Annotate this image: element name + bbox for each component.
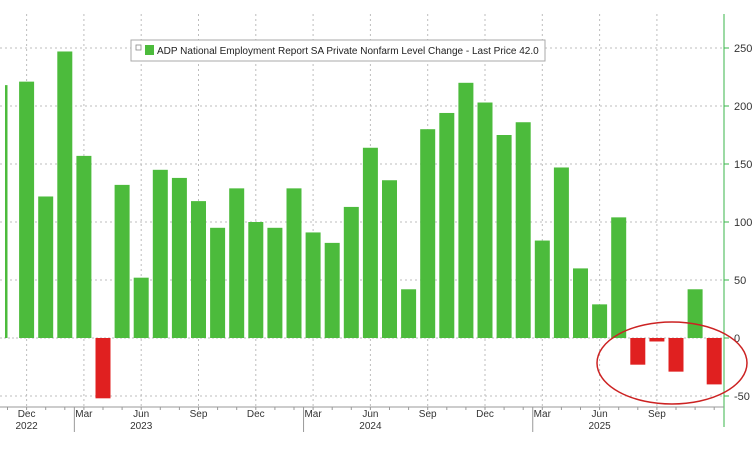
bar [382, 180, 397, 338]
bar [573, 268, 588, 338]
legend: ADP National Employment Report SA Privat… [130, 39, 546, 62]
bar [687, 289, 703, 338]
bar [152, 169, 168, 338]
x-tick-label: Sep [648, 409, 666, 420]
y-tick-label: -50 [734, 391, 750, 403]
bar [420, 129, 436, 338]
bar [649, 338, 665, 342]
x-tick-label: Mar [75, 409, 93, 420]
legend-box [130, 39, 546, 62]
annotations [596, 321, 748, 405]
legend-swatch [145, 45, 154, 55]
bar [592, 304, 608, 338]
x-tick-label: Jun [592, 409, 608, 420]
y-tick-label: 50 [734, 275, 746, 287]
bar [668, 338, 684, 372]
x-tick-label: Jun [362, 409, 378, 420]
bar [553, 167, 569, 338]
bar [305, 232, 321, 338]
bar [477, 102, 493, 339]
y-tick-label: 0 [734, 333, 740, 345]
x-tick-label: Mar [304, 409, 322, 420]
bar [133, 277, 149, 338]
year-label: 2024 [359, 421, 382, 432]
x-tick-label: Sep [419, 409, 437, 420]
bar [248, 222, 264, 338]
year-label: 2023 [130, 421, 153, 432]
bar [362, 147, 378, 338]
bars [5, 51, 722, 399]
highlight-ellipse [596, 321, 748, 405]
bar [534, 240, 550, 338]
bar [496, 135, 512, 338]
y-tick-label: 100 [734, 217, 752, 229]
x-tick-label: Dec [247, 409, 265, 420]
bar [286, 188, 302, 338]
x-tick-label: Dec [476, 409, 494, 420]
bar [458, 82, 474, 338]
bar [114, 184, 130, 338]
year-label: 2025 [588, 421, 611, 432]
bar [57, 51, 73, 338]
bar [439, 112, 455, 339]
bar [76, 155, 92, 338]
x-tick-label: Mar [534, 409, 552, 420]
bar [229, 188, 245, 338]
y-tick-label: 200 [734, 101, 752, 113]
y-tick-label: 150 [734, 159, 752, 171]
bar [19, 81, 35, 338]
bar [515, 122, 531, 339]
x-tick-label: Dec [18, 409, 36, 420]
bar [401, 289, 417, 338]
bar [324, 242, 340, 338]
bar [611, 217, 627, 338]
bar [343, 206, 359, 338]
x-tick-label: Sep [190, 409, 208, 420]
bar [706, 338, 722, 385]
x-tick-label: Jun [133, 409, 149, 420]
y-tick-label: 250 [734, 43, 752, 55]
bar [210, 227, 226, 338]
bar [171, 177, 187, 338]
axes: 250 200 150 100 50 0 -50 Dec Mar Jun Sep Dec Mar Jun S… [0, 14, 752, 432]
bar [630, 338, 646, 365]
year-label: 2022 [15, 421, 38, 432]
bar [191, 201, 206, 338]
bar [38, 196, 54, 338]
bar [95, 338, 111, 399]
bar [5, 85, 8, 339]
legend-expand-icon [135, 44, 142, 51]
legend-label: ADP National Employment Report SA Privat… [157, 46, 539, 57]
bar [267, 227, 283, 338]
